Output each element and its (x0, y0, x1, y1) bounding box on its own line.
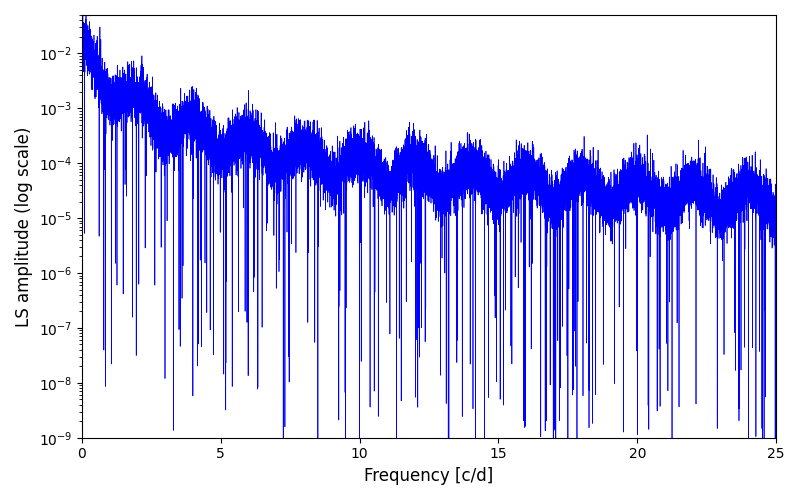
Y-axis label: LS amplitude (log scale): LS amplitude (log scale) (15, 126, 33, 326)
X-axis label: Frequency [c/d]: Frequency [c/d] (364, 467, 494, 485)
